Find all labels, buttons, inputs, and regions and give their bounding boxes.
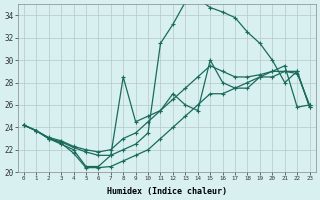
X-axis label: Humidex (Indice chaleur): Humidex (Indice chaleur) [107, 187, 227, 196]
